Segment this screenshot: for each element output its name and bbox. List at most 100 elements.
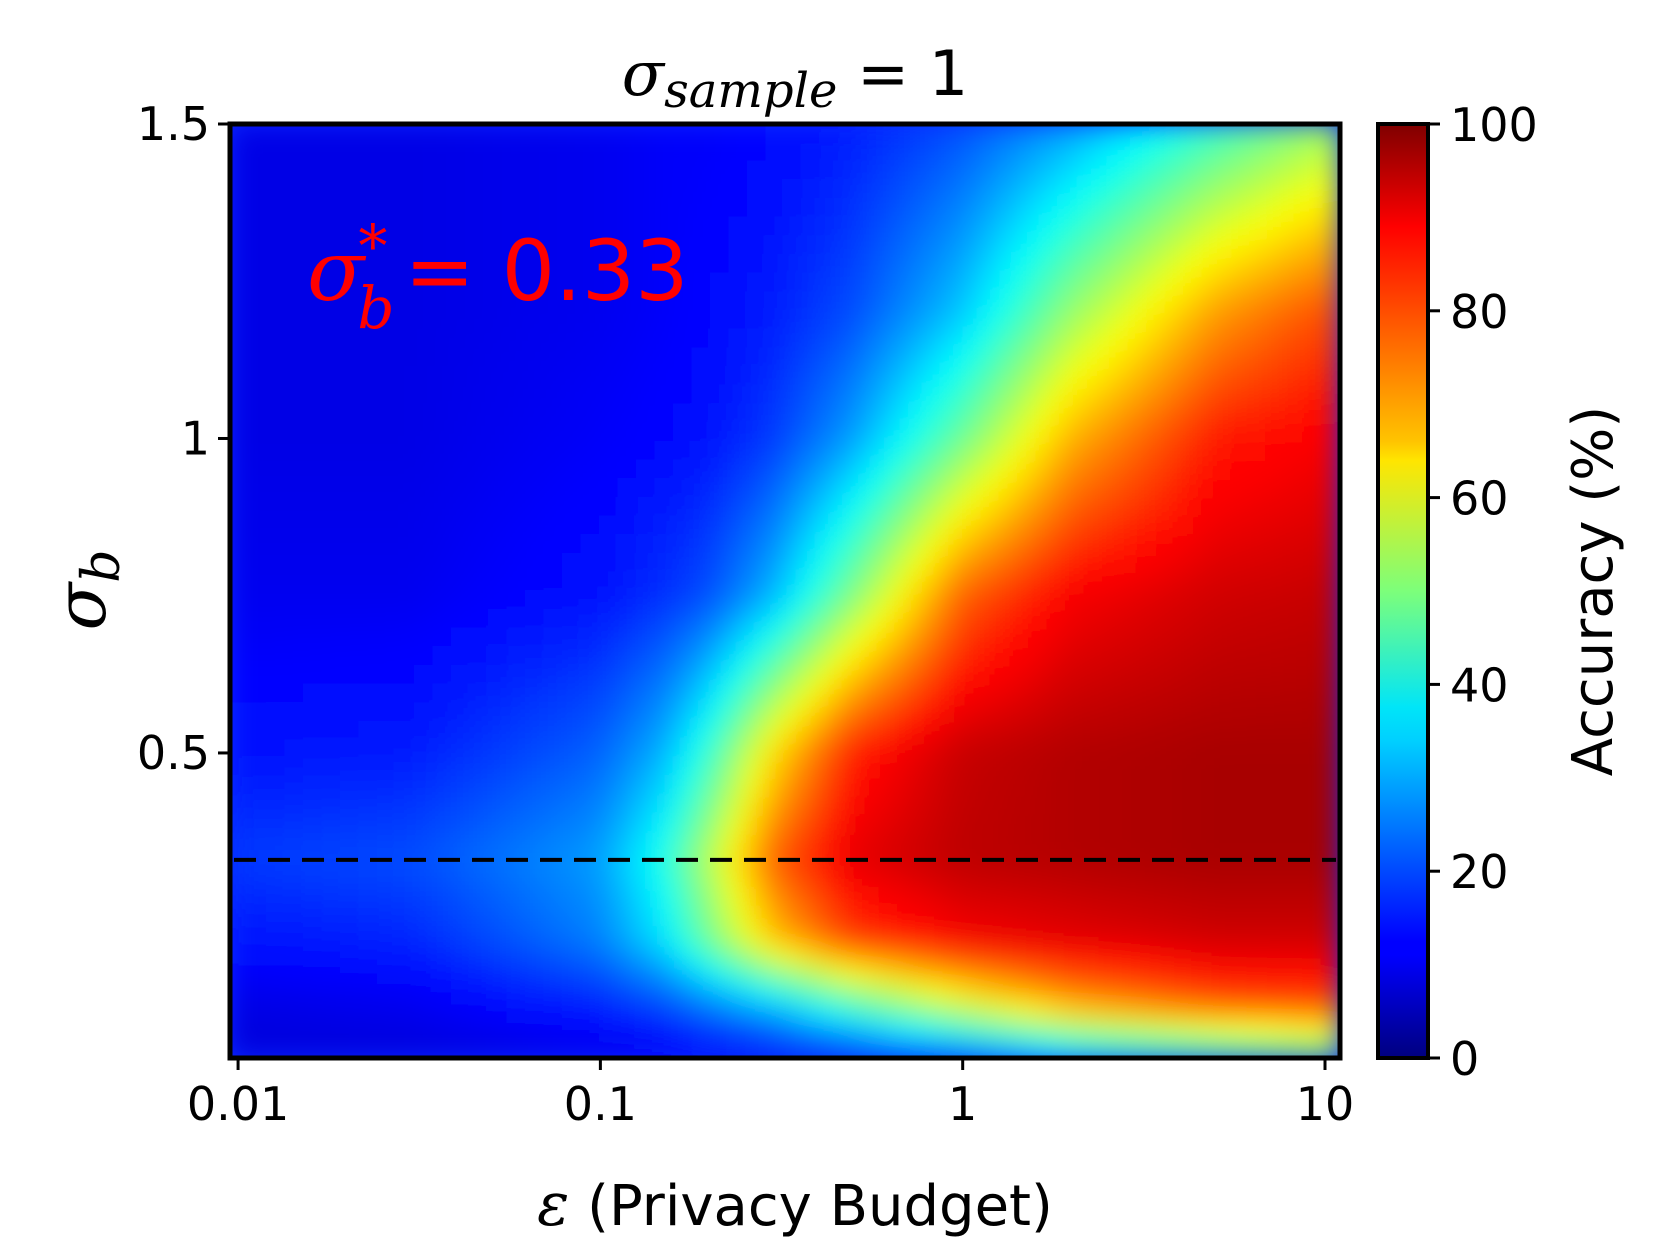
heatmap-cell [266, 795, 287, 817]
heatmap-cell [395, 795, 416, 817]
heatmap-cell [987, 963, 1008, 985]
heatmap-cell [1228, 1038, 1249, 1058]
heatmap-cell [284, 720, 305, 742]
heatmap-cell [432, 160, 453, 182]
heatmap-cell [506, 944, 527, 966]
heatmap-cell [1209, 235, 1230, 256]
heatmap-cell [969, 534, 990, 555]
heatmap-cell [1283, 926, 1304, 947]
heatmap-cell [488, 646, 509, 667]
heatmap-cell [358, 477, 379, 499]
heatmap-cell [1024, 646, 1045, 667]
heatmap-cell [728, 272, 749, 294]
heatmap-cell [1006, 571, 1027, 592]
heatmap-cell [525, 515, 546, 536]
heatmap-cell [1080, 758, 1101, 779]
heatmap-cell [636, 272, 657, 294]
heatmap-cell [506, 160, 527, 182]
heatmap-cell [1135, 795, 1156, 817]
heatmap-cell [451, 253, 472, 275]
heatmap-cell [821, 124, 842, 144]
heatmap-cell [1080, 440, 1101, 462]
heatmap-cell [802, 365, 823, 387]
heatmap-cell [913, 814, 934, 835]
heatmap-cell [1172, 124, 1193, 144]
heatmap-cell [1320, 534, 1340, 555]
heatmap-cell [1302, 608, 1323, 630]
heatmap-cell [710, 477, 731, 499]
heatmap-cell [1135, 328, 1156, 350]
heatmap-cell [858, 776, 879, 798]
heatmap-cell [932, 870, 953, 891]
heatmap-cell [895, 179, 916, 200]
heatmap-cell [784, 197, 805, 219]
heatmap-cell [284, 477, 305, 499]
heatmap-cell [1006, 776, 1027, 798]
heatmap-cell [1135, 291, 1156, 312]
heatmap-cell [451, 179, 472, 200]
heatmap-cell [1024, 197, 1045, 219]
heatmap-cell [1191, 608, 1212, 630]
heatmap-cell [340, 496, 361, 518]
heatmap-cell [506, 384, 527, 406]
heatmap-cell [562, 1019, 583, 1041]
heatmap-cell [284, 627, 305, 649]
heatmap-cell [636, 683, 657, 705]
heatmap-cell [932, 776, 953, 798]
heatmap-cell [432, 926, 453, 947]
heatmap-cell [340, 944, 361, 966]
heatmap-cell [414, 216, 435, 238]
heatmap-cell [284, 926, 305, 947]
heatmap-cell [895, 1038, 916, 1058]
heatmap-cell [340, 440, 361, 462]
heatmap-cell [599, 141, 620, 163]
heatmap-cell [932, 608, 953, 630]
heatmap-cell [1024, 907, 1045, 929]
heatmap-cell [858, 795, 879, 817]
heatmap-cell [414, 328, 435, 350]
heatmap-cell [488, 851, 509, 873]
heatmap-cell [1080, 944, 1101, 966]
heatmap-cell [802, 888, 823, 910]
heatmap-cell [1043, 291, 1064, 312]
heatmap-cell [284, 253, 305, 275]
heatmap-cell [321, 235, 342, 256]
heatmap-cell [247, 646, 268, 667]
heatmap-cell [839, 124, 860, 144]
heatmap-cell [784, 907, 805, 929]
heatmap-cell [821, 552, 842, 574]
heatmap-cell [377, 664, 398, 686]
heatmap-cell [728, 1001, 749, 1022]
heatmap-cell [266, 403, 287, 424]
heatmap-cell [858, 627, 879, 649]
heatmap-cell [858, 720, 879, 742]
heatmap-cell [747, 795, 768, 817]
heatmap-cell [617, 235, 638, 256]
heatmap-cell [580, 347, 601, 368]
heatmap-cell [1191, 496, 1212, 518]
heatmap-cell [913, 365, 934, 387]
heatmap-cell [1265, 944, 1286, 966]
heatmap-cell [303, 291, 324, 312]
heatmap-cell [636, 421, 657, 443]
heatmap-cell [358, 384, 379, 406]
heatmap-cell [1043, 347, 1064, 368]
heatmap-cell [950, 534, 971, 555]
heatmap-cell [340, 421, 361, 443]
heatmap-cell [377, 347, 398, 368]
heatmap-cell [358, 720, 379, 742]
heatmap-cell [691, 776, 712, 798]
heatmap-cell [1024, 1019, 1045, 1041]
heatmap-cell [1172, 179, 1193, 200]
heatmap-cell [432, 459, 453, 480]
heatmap-cell [1043, 179, 1064, 200]
heatmap-cell [1135, 515, 1156, 536]
heatmap-cell [414, 702, 435, 723]
heatmap-cell [488, 459, 509, 480]
heatmap-cell [1024, 477, 1045, 499]
heatmap-cell [284, 459, 305, 480]
heatmap-cell [230, 571, 250, 592]
heatmap-cell [876, 1001, 897, 1022]
heatmap-cell [303, 384, 324, 406]
heatmap-cell [543, 496, 564, 518]
